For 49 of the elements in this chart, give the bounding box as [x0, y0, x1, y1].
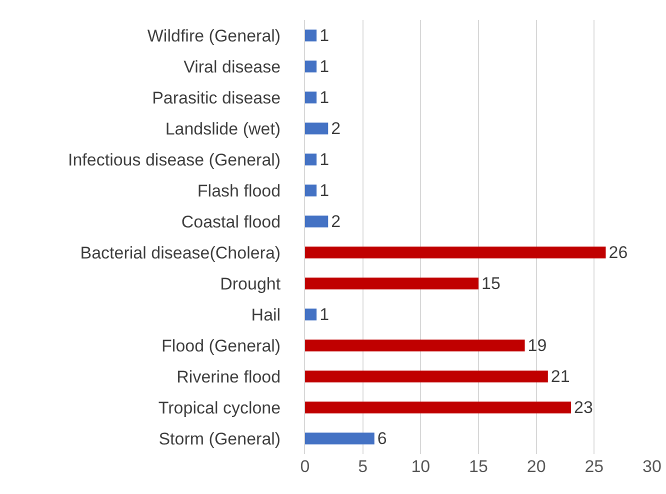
bar: [305, 340, 525, 352]
x-tick-label: 20: [526, 457, 546, 476]
bar: [305, 308, 317, 320]
bar: [305, 30, 317, 42]
bar: [305, 370, 548, 382]
y-tick-label: Hail: [251, 305, 281, 324]
data-label: 2: [331, 212, 341, 231]
bar: [305, 122, 328, 134]
data-label: 23: [574, 398, 593, 417]
data-label: 19: [528, 336, 547, 355]
x-tick-label: 10: [411, 457, 430, 476]
x-tick-label: 0: [300, 457, 310, 476]
data-label: 26: [608, 243, 628, 262]
x-tick-label: 15: [469, 457, 488, 476]
data-label: 21: [550, 367, 570, 386]
data-label: 6: [377, 429, 387, 448]
y-tick-label: Drought: [220, 274, 281, 294]
bar: [305, 216, 328, 228]
y-tick-label: Bacterial disease(Cholera): [80, 243, 281, 262]
y-tick-label: Viral disease: [184, 57, 281, 76]
bar: [305, 60, 317, 72]
bar: [305, 184, 317, 196]
y-tick-label: Tropical cyclone: [158, 398, 281, 418]
data-label: 1: [320, 150, 330, 169]
x-tick-label: 5: [358, 457, 368, 476]
data-label: 15: [482, 274, 500, 293]
bar: [305, 402, 572, 414]
data-label: 1: [320, 181, 330, 200]
y-tick-label: Landslide (wet): [165, 119, 281, 138]
y-tick-label: Wildfire (General): [147, 26, 281, 46]
y-tick-label: Infectious disease (General): [68, 150, 281, 170]
x-tick-label: 30: [642, 457, 662, 476]
data-label: 1: [320, 57, 330, 76]
data-label: 1: [320, 26, 330, 45]
data-label: 2: [331, 119, 341, 138]
data-label: 1: [320, 88, 330, 107]
bar: [305, 278, 478, 290]
data-label: 1: [320, 305, 330, 324]
bar: [305, 246, 606, 258]
bar: [305, 92, 317, 104]
x-tick-label: 25: [584, 457, 604, 476]
bar: [305, 154, 317, 166]
y-tick-label: Flood (General): [162, 336, 281, 356]
bar: [305, 432, 374, 444]
y-tick-label: Flash flood: [197, 181, 281, 200]
y-tick-label: Riverine flood: [176, 367, 281, 386]
y-tick-label: Storm (General): [158, 429, 281, 448]
y-tick-label: Coastal flood: [181, 212, 281, 232]
y-tick-label: Parasitic disease: [152, 88, 281, 108]
